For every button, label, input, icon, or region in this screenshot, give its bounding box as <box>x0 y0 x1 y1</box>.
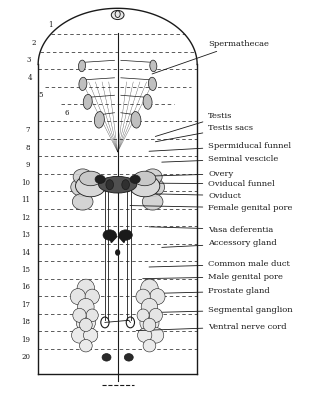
Ellipse shape <box>73 193 93 210</box>
Ellipse shape <box>73 308 86 322</box>
Text: Spermiducal funnel: Spermiducal funnel <box>149 141 291 151</box>
Text: Oviduct: Oviduct <box>140 191 241 200</box>
Ellipse shape <box>79 77 87 91</box>
Ellipse shape <box>72 327 87 343</box>
Ellipse shape <box>102 354 111 361</box>
Ellipse shape <box>134 171 156 186</box>
Ellipse shape <box>143 339 156 352</box>
Ellipse shape <box>143 318 156 332</box>
Ellipse shape <box>130 175 160 197</box>
Ellipse shape <box>86 309 98 322</box>
Ellipse shape <box>84 328 98 342</box>
Ellipse shape <box>85 289 100 304</box>
Text: Testis sacs: Testis sacs <box>156 124 253 142</box>
Ellipse shape <box>143 169 162 185</box>
Ellipse shape <box>77 279 95 297</box>
Ellipse shape <box>142 193 163 210</box>
Text: Accessory gland: Accessory gland <box>162 239 277 248</box>
Ellipse shape <box>95 175 105 183</box>
Text: 2: 2 <box>32 39 36 47</box>
Ellipse shape <box>94 111 104 128</box>
Ellipse shape <box>143 94 152 109</box>
Text: Testis: Testis <box>155 112 233 136</box>
Text: Prostate gland: Prostate gland <box>162 287 270 295</box>
Text: Overy: Overy <box>143 170 233 178</box>
Text: 17: 17 <box>21 301 30 309</box>
Text: Spermathecae: Spermathecae <box>152 40 269 74</box>
Text: 3: 3 <box>26 56 31 64</box>
Text: 9: 9 <box>26 161 30 169</box>
Ellipse shape <box>71 178 95 197</box>
Ellipse shape <box>141 298 158 316</box>
Text: 18: 18 <box>21 318 30 327</box>
Polygon shape <box>110 236 117 243</box>
Text: Ventral nerve cord: Ventral nerve cord <box>136 322 287 331</box>
Text: 20: 20 <box>21 353 30 362</box>
Polygon shape <box>118 236 126 243</box>
Ellipse shape <box>80 339 92 352</box>
Ellipse shape <box>130 175 140 183</box>
Ellipse shape <box>80 171 102 186</box>
Text: 4: 4 <box>28 74 32 82</box>
Text: 14: 14 <box>21 248 30 257</box>
Text: 19: 19 <box>21 336 30 344</box>
Text: Vasa deferentia: Vasa deferentia <box>149 225 273 234</box>
Ellipse shape <box>99 176 137 193</box>
Ellipse shape <box>80 318 92 332</box>
Ellipse shape <box>141 279 158 297</box>
Text: 16: 16 <box>21 283 30 292</box>
Text: 6: 6 <box>65 109 69 117</box>
Text: Female genital pore: Female genital pore <box>130 204 293 212</box>
Text: Oviducal funnel: Oviducal funnel <box>143 180 275 188</box>
Ellipse shape <box>131 111 141 128</box>
Ellipse shape <box>140 314 159 332</box>
Text: 13: 13 <box>21 231 30 239</box>
Text: Segmental ganglion: Segmental ganglion <box>143 306 293 314</box>
Text: 8: 8 <box>26 144 30 152</box>
Text: 15: 15 <box>21 266 30 274</box>
Circle shape <box>122 180 129 190</box>
Ellipse shape <box>136 289 150 304</box>
Text: 10: 10 <box>21 178 30 187</box>
Text: Seminal vescicle: Seminal vescicle <box>162 155 279 163</box>
Ellipse shape <box>149 308 162 322</box>
Text: 5: 5 <box>39 91 43 99</box>
Ellipse shape <box>150 60 157 72</box>
Ellipse shape <box>103 230 116 240</box>
Ellipse shape <box>141 178 165 197</box>
Ellipse shape <box>150 289 165 305</box>
Text: 1: 1 <box>48 21 53 30</box>
Text: 12: 12 <box>21 213 30 222</box>
Ellipse shape <box>73 169 92 185</box>
Ellipse shape <box>78 298 94 316</box>
Ellipse shape <box>111 10 124 20</box>
Ellipse shape <box>79 60 86 72</box>
Ellipse shape <box>70 289 86 305</box>
Ellipse shape <box>124 354 133 361</box>
Text: 11: 11 <box>21 196 30 204</box>
Circle shape <box>106 180 114 190</box>
Text: 7: 7 <box>26 126 30 134</box>
Ellipse shape <box>149 77 156 91</box>
Ellipse shape <box>137 328 152 342</box>
Text: Male genital pore: Male genital pore <box>143 272 283 281</box>
Ellipse shape <box>148 327 164 343</box>
Ellipse shape <box>76 175 106 197</box>
Ellipse shape <box>119 230 132 240</box>
Circle shape <box>116 250 120 255</box>
Text: Common male duct: Common male duct <box>149 260 290 268</box>
Ellipse shape <box>76 314 95 332</box>
Ellipse shape <box>137 309 149 322</box>
Ellipse shape <box>83 94 92 109</box>
